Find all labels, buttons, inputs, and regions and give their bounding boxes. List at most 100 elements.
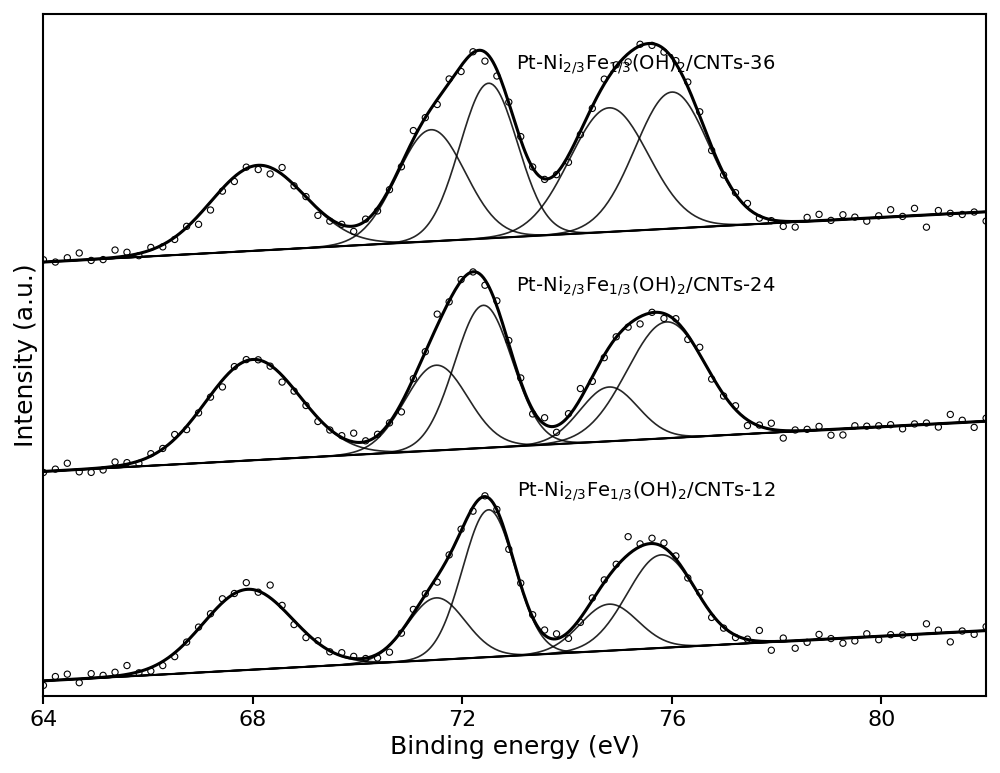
Point: [918, 618, 934, 630]
Point: [596, 574, 612, 586]
Point: [978, 621, 994, 633]
Point: [47, 463, 63, 475]
Point: [871, 420, 887, 432]
Point: [214, 381, 230, 393]
Point: [799, 636, 815, 649]
Point: [811, 421, 827, 433]
Point: [549, 628, 565, 640]
Point: [930, 624, 946, 636]
Point: [59, 668, 75, 680]
Text: Pt-Ni$_{2/3}$Fe$_{1/3}$(OH)$_2$/CNTs-12: Pt-Ni$_{2/3}$Fe$_{1/3}$(OH)$_2$/CNTs-12: [517, 479, 775, 503]
Point: [214, 185, 230, 197]
Point: [763, 644, 779, 656]
Point: [155, 659, 171, 672]
Point: [584, 375, 600, 387]
Point: [346, 650, 362, 662]
Point: [310, 635, 326, 647]
Point: [966, 628, 982, 641]
Point: [83, 667, 99, 679]
Point: [310, 415, 326, 427]
X-axis label: Binding energy (eV): Binding energy (eV): [390, 735, 640, 759]
Point: [262, 168, 278, 180]
Point: [453, 66, 469, 78]
Point: [143, 448, 159, 460]
Point: [59, 457, 75, 469]
Point: [226, 587, 242, 600]
Point: [835, 209, 851, 221]
Point: [298, 190, 314, 203]
Point: [119, 659, 135, 672]
Point: [823, 632, 839, 645]
Point: [107, 456, 123, 468]
Point: [226, 360, 242, 373]
Point: [47, 670, 63, 683]
Point: [489, 70, 505, 82]
Point: [716, 169, 732, 181]
Point: [537, 411, 553, 424]
Point: [608, 331, 624, 343]
Point: [477, 279, 493, 291]
Point: [728, 186, 744, 199]
Point: [680, 76, 696, 88]
Point: [644, 532, 660, 544]
Point: [417, 346, 433, 358]
Point: [143, 241, 159, 254]
Point: [202, 608, 218, 620]
Point: [191, 621, 207, 633]
Point: [381, 417, 397, 429]
Point: [907, 203, 923, 215]
Point: [393, 627, 409, 639]
Point: [191, 218, 207, 230]
Point: [632, 538, 648, 550]
Point: [572, 383, 588, 395]
Point: [739, 420, 755, 432]
Point: [930, 421, 946, 433]
Point: [226, 175, 242, 188]
Point: [35, 679, 51, 692]
Point: [202, 391, 218, 404]
Point: [393, 406, 409, 418]
Point: [238, 161, 254, 173]
Point: [107, 666, 123, 679]
Point: [477, 55, 493, 67]
Point: [167, 428, 183, 441]
Point: [608, 558, 624, 570]
Point: [692, 587, 708, 599]
Y-axis label: Intensity (a.u.): Intensity (a.u.): [14, 264, 38, 447]
Point: [47, 256, 63, 268]
Point: [847, 635, 863, 647]
Point: [560, 632, 576, 645]
Point: [83, 254, 99, 267]
Point: [918, 221, 934, 233]
Point: [489, 503, 505, 516]
Point: [513, 372, 529, 384]
Point: [930, 204, 946, 216]
Point: [751, 625, 767, 637]
Point: [787, 221, 803, 233]
Point: [918, 417, 934, 429]
Point: [656, 536, 672, 549]
Point: [167, 233, 183, 246]
Point: [59, 251, 75, 264]
Point: [763, 214, 779, 226]
Point: [584, 102, 600, 114]
Point: [537, 173, 553, 186]
Point: [71, 465, 87, 478]
Point: [763, 417, 779, 430]
Point: [501, 96, 517, 108]
Point: [799, 423, 815, 435]
Point: [310, 209, 326, 222]
Point: [978, 412, 994, 424]
Point: [572, 128, 588, 141]
Point: [429, 308, 445, 320]
Point: [95, 254, 111, 266]
Point: [405, 373, 421, 385]
Point: [346, 427, 362, 439]
Point: [322, 424, 338, 436]
Point: [179, 220, 195, 233]
Point: [978, 215, 994, 227]
Point: [417, 587, 433, 600]
Point: [71, 676, 87, 689]
Point: [537, 624, 553, 636]
Point: [119, 456, 135, 468]
